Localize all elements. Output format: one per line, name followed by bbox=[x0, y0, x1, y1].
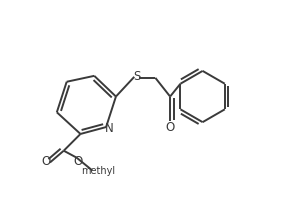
Text: O: O bbox=[73, 155, 82, 168]
Text: S: S bbox=[133, 70, 140, 83]
Text: O: O bbox=[166, 121, 175, 134]
Text: methyl: methyl bbox=[81, 166, 115, 176]
Text: N: N bbox=[105, 122, 114, 135]
Text: O: O bbox=[42, 155, 51, 168]
